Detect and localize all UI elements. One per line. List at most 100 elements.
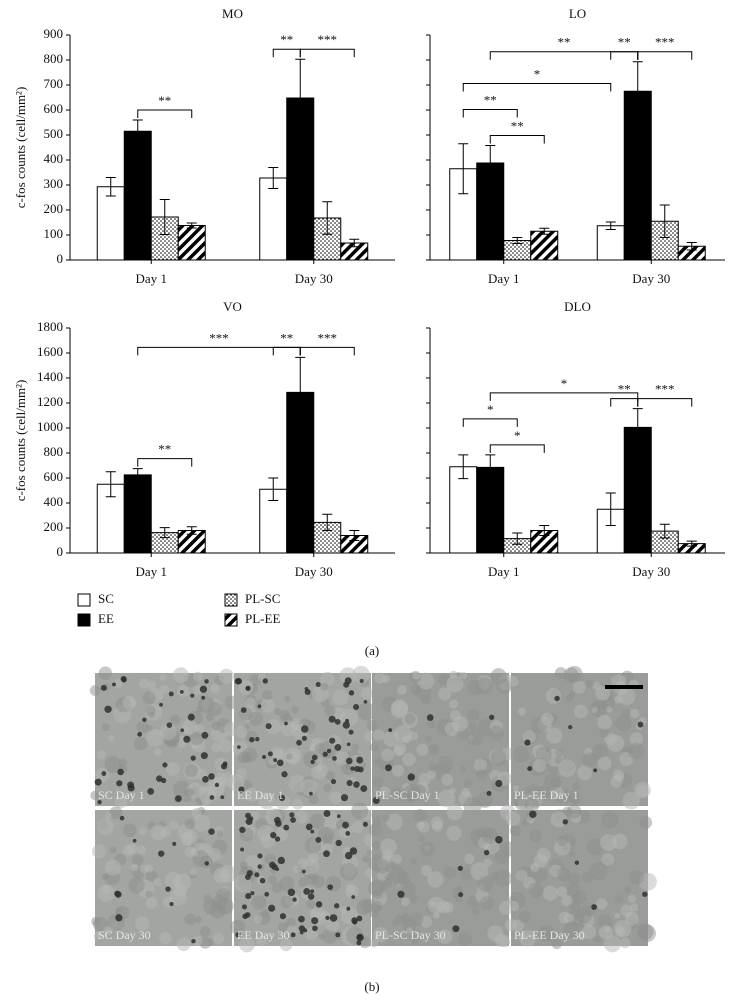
texture	[614, 895, 624, 904]
micrograph-label: EE Day 30	[237, 928, 290, 942]
error-bar	[186, 222, 197, 229]
error-bar	[659, 523, 670, 539]
cell	[259, 877, 266, 884]
cell	[574, 860, 580, 865]
cell	[334, 903, 340, 909]
texture	[427, 871, 444, 888]
chart-title: VO	[223, 299, 242, 314]
cell	[240, 707, 247, 713]
cell	[568, 725, 573, 730]
cell	[527, 766, 533, 772]
texture	[386, 813, 403, 831]
cell	[296, 739, 302, 746]
cell	[208, 828, 215, 835]
error-bar	[349, 238, 360, 248]
cell	[162, 762, 168, 768]
texture	[557, 867, 571, 882]
texture	[173, 780, 191, 798]
texture	[251, 895, 267, 910]
texture	[582, 752, 598, 768]
texture	[419, 841, 435, 857]
cell	[104, 705, 112, 713]
cell	[117, 768, 124, 776]
cell	[315, 901, 323, 908]
texture	[218, 668, 234, 684]
legend-label: PL-EE	[245, 611, 280, 626]
texture	[577, 765, 593, 781]
cell	[303, 888, 311, 895]
cell	[524, 739, 531, 746]
cell	[388, 728, 393, 733]
significance-bracket	[462, 109, 518, 118]
texture	[428, 762, 438, 772]
texture	[325, 918, 339, 933]
cell	[158, 850, 165, 857]
y-tick-label: 700	[44, 76, 64, 91]
texture	[128, 877, 145, 894]
significance-bracket	[272, 48, 301, 58]
texture	[517, 707, 527, 716]
error-bar	[268, 167, 279, 189]
cell	[457, 865, 463, 871]
texture	[150, 824, 167, 841]
legend-swatch	[77, 593, 91, 607]
texture	[189, 868, 197, 876]
micrograph-label: PL-SC Day 1	[375, 788, 440, 802]
significance-label: *	[514, 428, 521, 443]
texture	[136, 844, 147, 855]
significance-label: **	[280, 330, 293, 345]
error-bar	[105, 471, 116, 498]
texture	[191, 807, 202, 818]
cell	[264, 891, 270, 897]
texture	[459, 671, 468, 680]
micrograph-label: PL-SC Day 30	[375, 928, 446, 942]
cell	[235, 932, 241, 938]
texture	[545, 687, 562, 705]
texture	[309, 908, 320, 920]
texture	[487, 925, 504, 942]
texture	[528, 882, 544, 898]
texture	[97, 818, 114, 836]
cell	[346, 906, 351, 911]
texture	[577, 932, 586, 941]
significance-bracket	[272, 346, 301, 356]
texture	[294, 810, 308, 824]
texture	[322, 928, 337, 944]
texture	[216, 897, 234, 915]
cell	[204, 679, 209, 684]
cell	[190, 755, 196, 761]
cell	[156, 775, 163, 782]
texture	[176, 937, 191, 952]
texture	[339, 862, 358, 881]
texture	[352, 665, 370, 684]
cell	[330, 778, 337, 785]
texture	[546, 727, 563, 744]
cell	[486, 790, 492, 796]
error-bar	[186, 526, 197, 535]
texture	[96, 750, 106, 759]
texture	[449, 787, 456, 794]
texture	[260, 698, 275, 713]
texture	[566, 665, 583, 683]
texture	[381, 748, 394, 762]
texture	[489, 725, 504, 741]
texture	[201, 798, 210, 807]
texture	[136, 721, 149, 734]
texture	[92, 844, 107, 859]
significance-label: *	[561, 376, 568, 391]
texture	[292, 865, 301, 874]
texture	[449, 709, 462, 721]
texture	[426, 769, 437, 780]
micrograph-label: PL-EE Day 1	[514, 788, 579, 802]
texture	[172, 667, 189, 683]
y-tick-label: 1200	[37, 394, 63, 409]
texture	[536, 847, 551, 862]
texture	[394, 742, 407, 756]
micrograph: EE Day 30	[230, 802, 378, 953]
significance-label: ***	[655, 35, 675, 50]
significance-label: ***	[655, 382, 675, 397]
cell	[100, 684, 107, 691]
texture	[466, 729, 484, 747]
texture	[601, 810, 619, 829]
cell	[385, 764, 392, 772]
